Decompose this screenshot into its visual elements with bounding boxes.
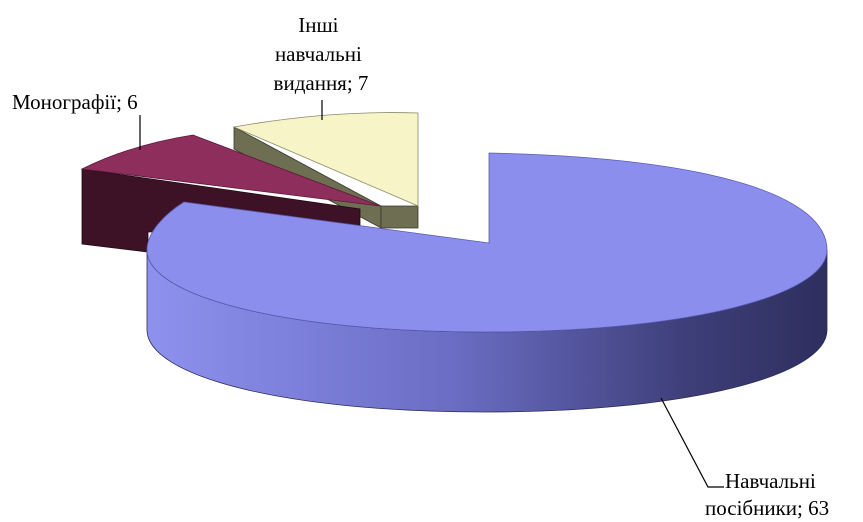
slice-navchalni-posibnyky [146,152,828,413]
data-label-navchalni-posibnyky-line-2: посібники; 63 [705,496,829,520]
data-label-monohrafii: Монографії; 6 [12,90,138,114]
slice-monohrafii-top [80,134,381,207]
slice-inshi-top [232,112,419,207]
data-label-inshi-line-1: Інші [298,13,338,37]
data-label-navchalni-posibnyky: Навчальні посібники; 63 [705,469,829,520]
slice-inshi-side-right [380,205,419,229]
data-label-inshi-line-2: навчальні [275,42,362,66]
slice-navchalni-posibnyky-top [146,152,828,333]
data-label-navchalni-posibnyky-line-1: Навчальні [725,469,816,493]
data-label-inshi: Інші навчальні видання; 7 [274,13,369,95]
data-label-inshi-line-3: видання; 7 [274,71,369,95]
leader-line-navchalni-posibnyky [660,397,724,488]
slice-inshi [232,112,419,229]
data-label-monohrafii-line-1: Монографії; 6 [12,90,138,114]
